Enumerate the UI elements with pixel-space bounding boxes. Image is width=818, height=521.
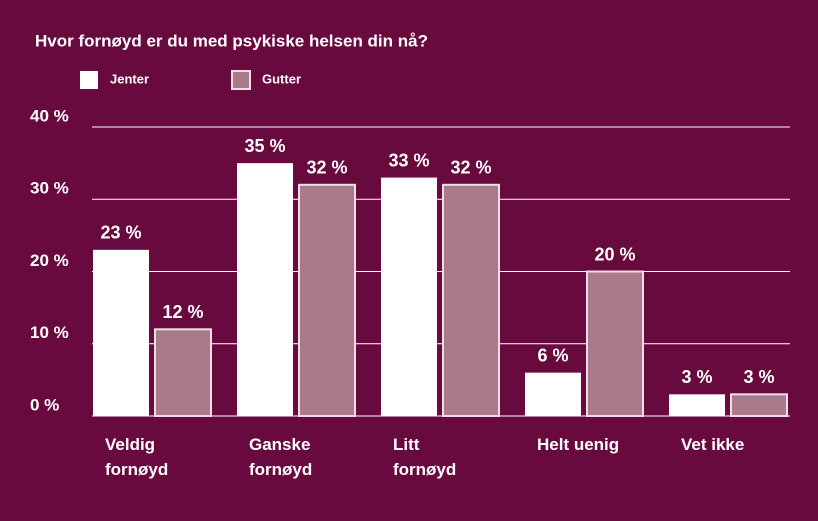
y-tick-label: 40 % [30, 106, 69, 125]
y-tick-label: 0 % [30, 395, 59, 414]
y-tick-label: 10 % [30, 323, 69, 342]
bar [586, 270, 644, 417]
bar [237, 163, 293, 416]
legend-label: Jenter [110, 71, 149, 86]
value-label: 12 % [162, 302, 203, 322]
bar [298, 183, 356, 417]
bar [525, 372, 581, 416]
value-label: 3 % [743, 367, 774, 387]
value-label: 33 % [388, 150, 429, 170]
bar [381, 177, 437, 416]
legend-label: Gutter [262, 71, 301, 86]
x-tick-label: Ganske fornøyd [249, 435, 313, 479]
value-label: 6 % [537, 345, 568, 365]
y-tick-label: 30 % [30, 179, 69, 198]
x-tick-label: Veldig fornøyd [105, 435, 169, 479]
legend-swatch [80, 71, 98, 89]
chart-title: Hvor fornøyd er du med psykiske helsen d… [35, 31, 428, 50]
x-tick-label: Vet ikke [681, 435, 745, 454]
x-tick-label: Helt uenig [537, 435, 620, 454]
value-label: 32 % [450, 158, 491, 178]
bar [730, 393, 788, 418]
y-tick-label: 20 % [30, 251, 69, 270]
bar [154, 328, 212, 417]
value-label: 23 % [100, 223, 141, 243]
value-label: 20 % [594, 244, 635, 264]
bar [669, 394, 725, 416]
value-label: 32 % [306, 158, 347, 178]
x-tick-label: Litt fornøyd [393, 435, 457, 479]
bar [93, 249, 149, 416]
value-label: 3 % [681, 367, 712, 387]
bar [442, 183, 500, 417]
legend-swatch [231, 70, 251, 90]
value-label: 35 % [244, 136, 285, 156]
